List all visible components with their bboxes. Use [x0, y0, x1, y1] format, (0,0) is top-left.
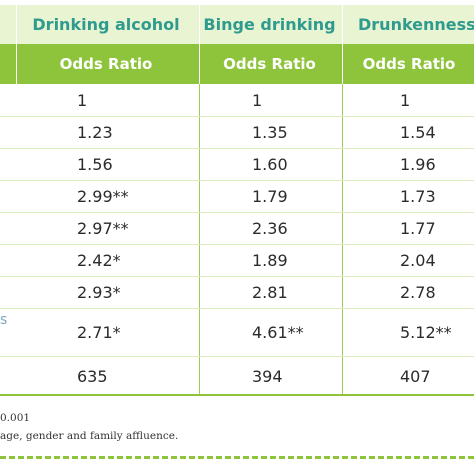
- column-header-binge-drinking: Binge drinking: [203, 15, 336, 34]
- table-cell: 2.81: [252, 282, 288, 302]
- body-divider: [199, 84, 200, 394]
- table-cell: 407: [400, 366, 431, 386]
- table-cell: 2.71*: [77, 322, 121, 342]
- row-divider: [0, 308, 474, 309]
- table-bottom-rule: [0, 394, 474, 396]
- table-cell: 1: [252, 90, 263, 110]
- table-cell: 1.56: [77, 154, 113, 174]
- table-cell: 5.12**: [400, 322, 452, 342]
- subheader-row: Odds Ratio Odds Ratio Odds Ratio: [0, 44, 474, 84]
- subheader-odds-ratio-2: Odds Ratio: [223, 55, 316, 73]
- table-cell: 1.77: [400, 218, 436, 238]
- header-divider: [199, 5, 200, 84]
- table-cell: 1.60: [252, 154, 288, 174]
- table-cell: 2.42*: [77, 250, 121, 270]
- column-header-drinking-alcohol: Drinking alcohol: [32, 15, 180, 34]
- table-cell: 1.23: [77, 122, 113, 142]
- table-cell: 394: [252, 366, 283, 386]
- table-cell: 1.79: [252, 186, 288, 206]
- subheader-odds-ratio-1: Odds Ratio: [59, 55, 153, 73]
- table-cell: 2.36: [252, 218, 288, 238]
- table-cell: 1.89: [252, 250, 288, 270]
- row-divider: [0, 244, 474, 245]
- row-divider: [0, 356, 474, 357]
- page-bottom-border: [0, 456, 474, 459]
- table-cell: 2.78: [400, 282, 436, 302]
- table-cell: 1.35: [252, 122, 288, 142]
- footnote-adjustment: age, gender and family affluence.: [0, 430, 179, 442]
- table-cell: 2.04: [400, 250, 436, 270]
- table-cell: 1.73: [400, 186, 436, 206]
- row-divider: [0, 276, 474, 277]
- column-header-drunkenness: Drunkenness: [358, 15, 474, 34]
- row-divider: [0, 180, 474, 181]
- table-cell: 1.54: [400, 122, 436, 142]
- table-cell: 1: [77, 90, 88, 110]
- row-divider: [0, 212, 474, 213]
- table-cell: 1.96: [400, 154, 436, 174]
- row-stub-fragment: s: [0, 312, 8, 328]
- table-cell: 2.93*: [77, 282, 121, 302]
- footnote-significance: 0.001: [0, 412, 31, 424]
- subheader-odds-ratio-3: Odds Ratio: [362, 55, 456, 73]
- row-divider: [0, 148, 474, 149]
- table-cell: 4.61**: [252, 322, 304, 342]
- table-cell: 2.99**: [77, 186, 129, 206]
- table-cell: 635: [77, 366, 108, 386]
- table-cell: 2.97**: [77, 218, 129, 238]
- header-divider: [342, 5, 343, 84]
- row-divider: [0, 116, 474, 117]
- table-cell: 1: [400, 90, 411, 110]
- header-divider: [16, 5, 17, 84]
- column-header-row: Drinking alcohol Binge drinking Drunkenn…: [0, 5, 474, 44]
- body-divider: [342, 84, 343, 394]
